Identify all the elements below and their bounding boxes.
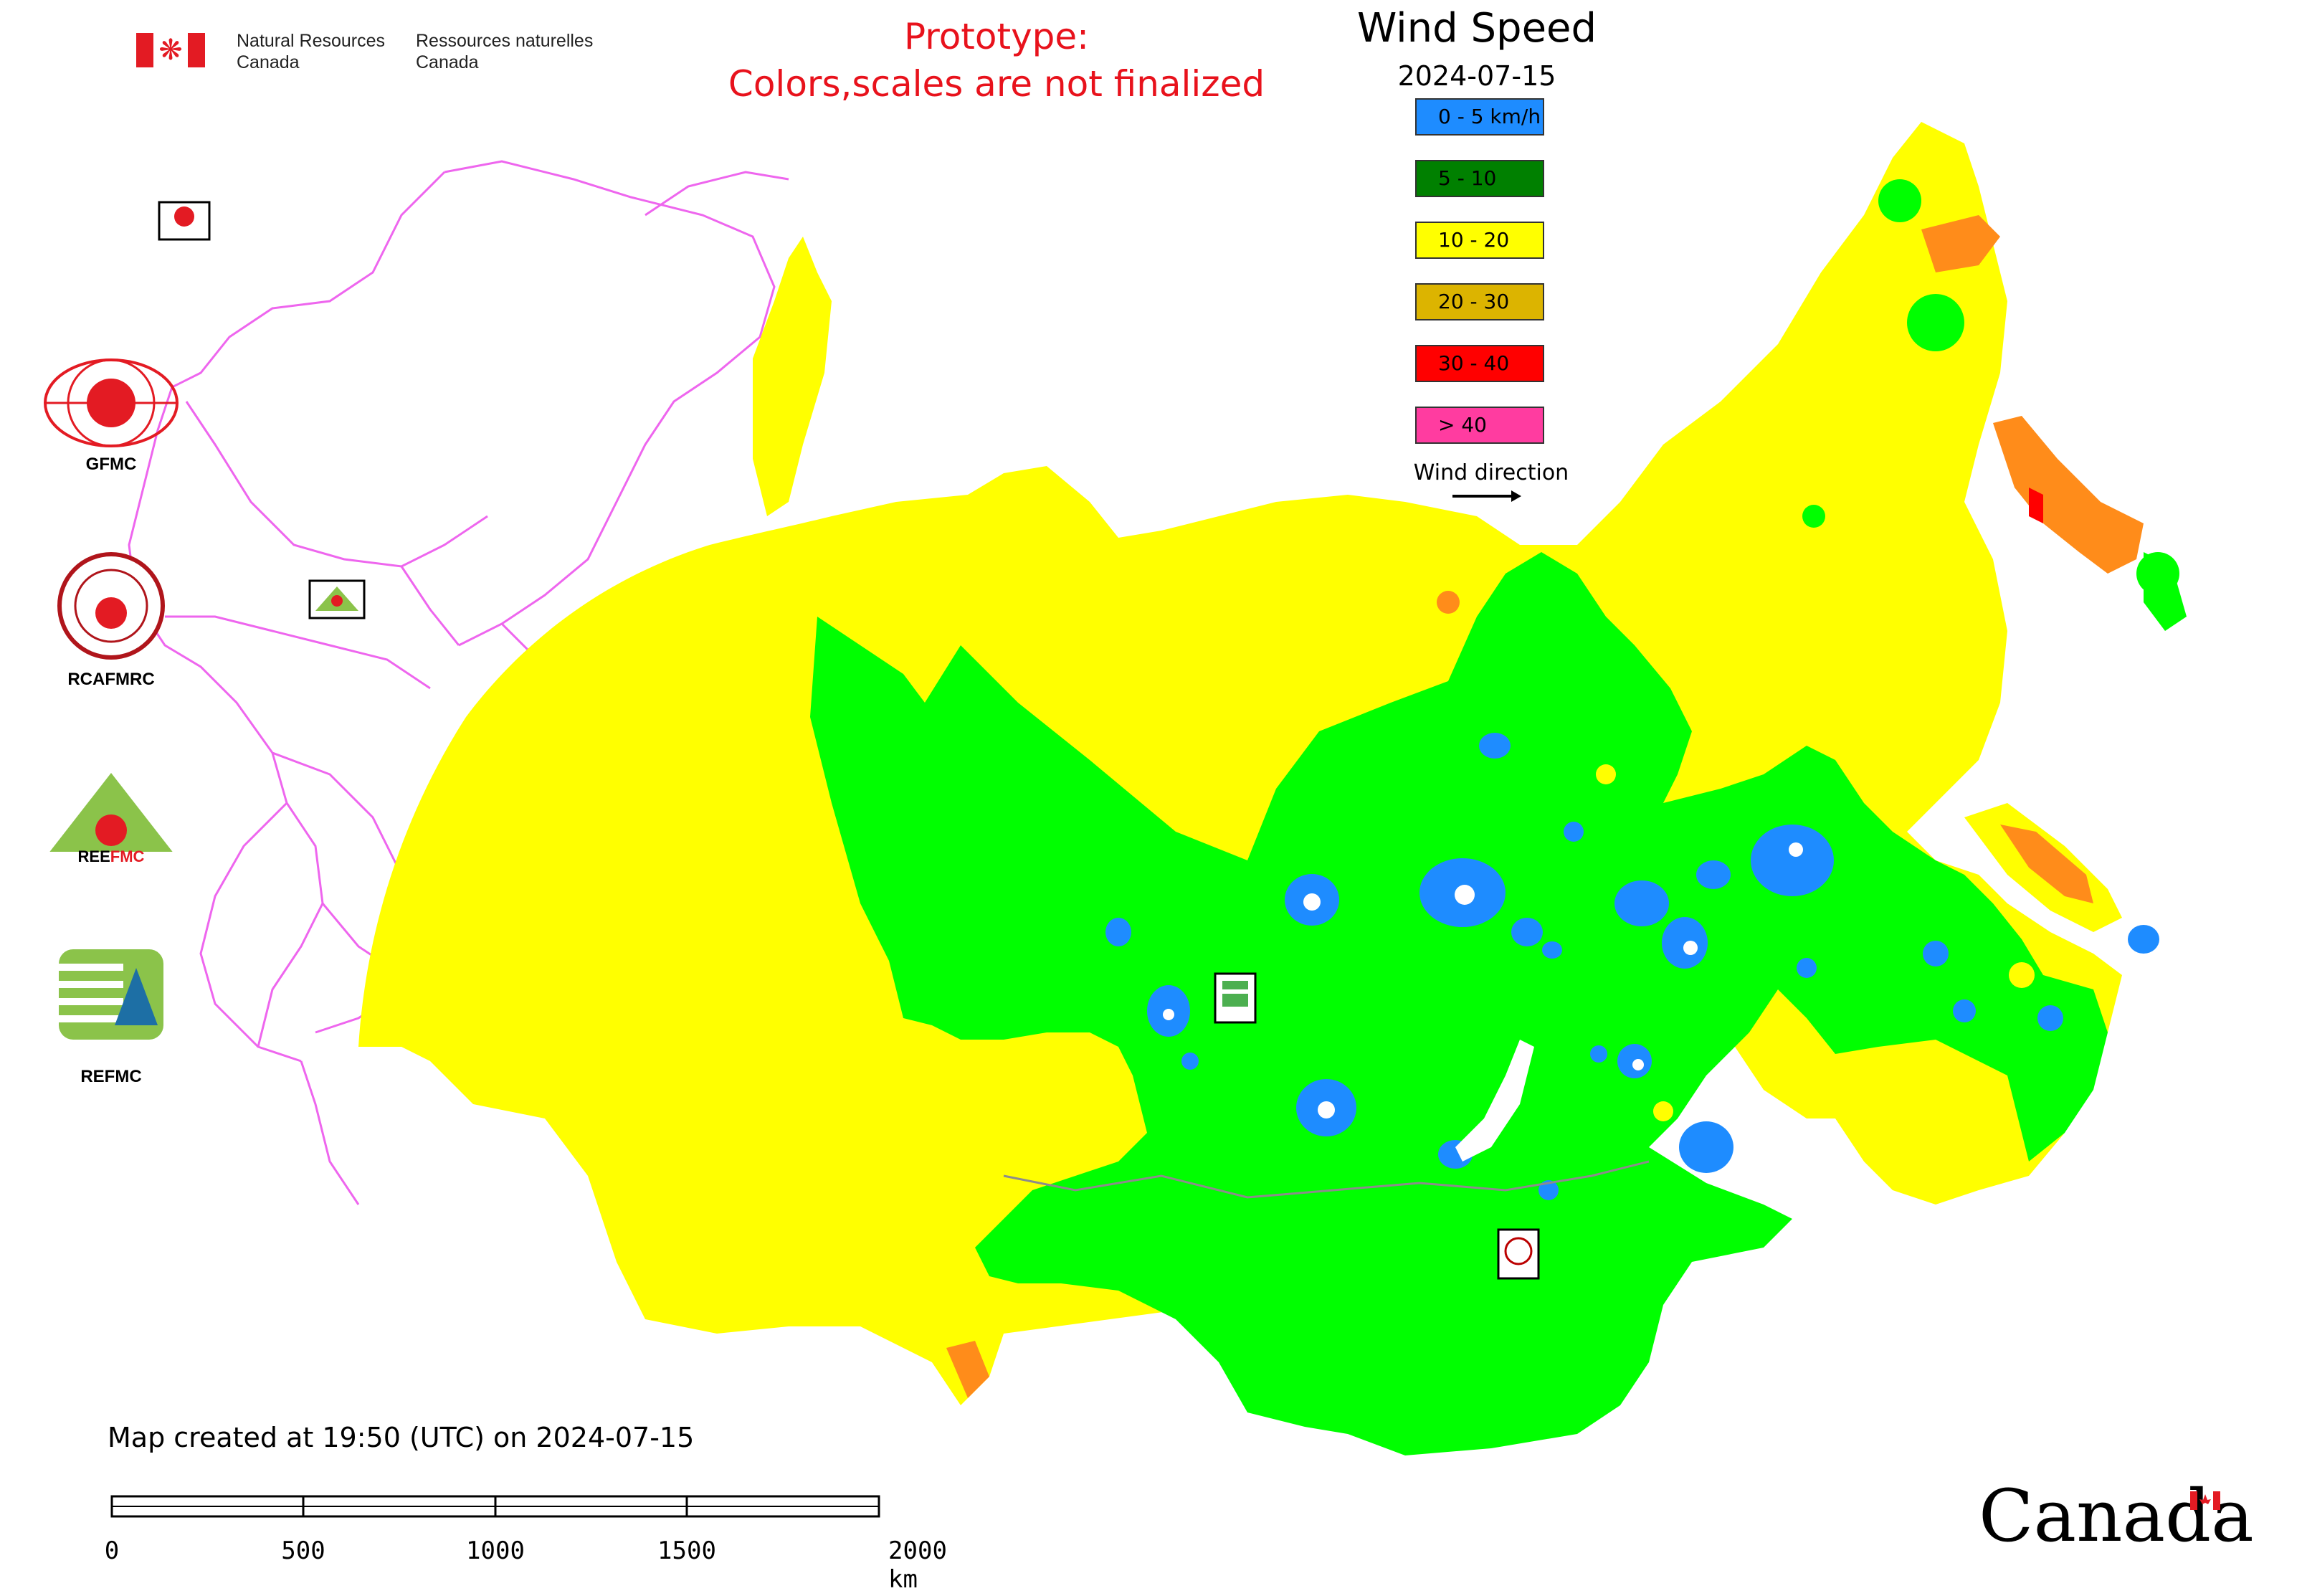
rcafmrc-emblem-icon <box>57 552 165 660</box>
scale-label-1500: 1500 <box>657 1536 716 1565</box>
nrcan-signature: ❋ Natural Resources Canada Ressources na… <box>136 29 609 79</box>
region-10-20-west <box>358 122 2122 1405</box>
lake-baikal <box>1455 1040 1534 1162</box>
prototype-line-1: Prototype: <box>903 16 1090 57</box>
logo-refmc[interactable]: REFMC <box>29 946 194 1090</box>
svg-text:REEFMC: REEFMC <box>78 847 145 865</box>
gfmc-globe-icon <box>44 358 179 447</box>
prototype-notice: Prototype: Colors,scales are not finaliz… <box>617 13 1376 108</box>
wind-direction-label: Wind direction <box>1413 460 1569 485</box>
logo-gfmc[interactable]: GFMC <box>29 358 194 480</box>
legend-label: 5 - 10 <box>1438 166 1497 190</box>
canada-wordmark-flag-icon <box>2190 1491 2220 1510</box>
white-centers <box>1163 842 1803 1118</box>
station-marker-rcafmrc[interactable] <box>1497 1228 1540 1280</box>
nrcan-english: Natural Resources Canada <box>237 31 386 72</box>
legend-item-5-10: 5 - 10 <box>1415 160 1544 197</box>
logo-reefmc[interactable]: REEFMC <box>29 767 194 882</box>
station-marker-refmc[interactable] <box>1214 972 1257 1024</box>
scale-label-500: 500 <box>281 1536 325 1565</box>
station-marker-gfmc[interactable] <box>158 201 211 241</box>
scale-label-2000: 2000 km <box>888 1536 947 1594</box>
wind-direction-arrow-icon <box>1452 490 1521 502</box>
canada-flag-icon: ❋ <box>136 33 205 67</box>
scale-bar-graphic <box>110 1495 880 1518</box>
scale-bar: 0 500 1000 1500 2000 km <box>104 1495 968 1595</box>
legend-label: > 40 <box>1438 413 1487 437</box>
southern-border <box>1003 1160 1650 1199</box>
legend-item-20-30: 20 - 30 <box>1415 283 1544 320</box>
legend-label: 0 - 5 km/h <box>1438 105 1541 128</box>
scale-label-1000: 1000 <box>466 1536 525 1565</box>
station-marker-reefmc[interactable] <box>308 579 366 619</box>
legend-item-10-20: 10 - 20 <box>1415 222 1544 259</box>
logo-caption: RCAFMRC <box>67 670 155 689</box>
prototype-line-2: Colors,scales are not finalized <box>728 63 1265 105</box>
map-date: 2024-07-15 <box>1397 60 1556 92</box>
nrcan-french: Ressources naturelles Canada <box>416 31 594 72</box>
legend-item-30-40: 30 - 40 <box>1415 345 1544 382</box>
logo-caption: GFMC <box>85 455 137 474</box>
region-20-30-kamchatka <box>1993 416 2144 574</box>
logo-caption: REFMC <box>80 1067 142 1086</box>
legend-label: 30 - 40 <box>1438 351 1510 375</box>
canada-wordmark: Canada <box>1979 1474 2254 1558</box>
refmc-emblem-icon <box>59 949 163 1040</box>
region-20-30-south <box>946 1341 989 1398</box>
region-20-30-chukotka <box>1921 215 2000 272</box>
green-spots <box>1802 179 2179 595</box>
region-20-30-sakhalin <box>2000 825 2093 903</box>
logo-rcafmrc[interactable]: RCAFMRC <box>29 552 194 689</box>
legend-item-over-40: > 40 <box>1415 407 1544 444</box>
map-title: Wind Speed <box>1356 5 1597 52</box>
region-30-40-spot <box>2029 488 2043 523</box>
yellow-spots <box>1596 764 2035 1121</box>
region-5-10-central <box>810 552 2108 1455</box>
orange-spot <box>1437 591 1460 614</box>
region-10-20-scandinavia <box>753 237 832 516</box>
scale-label-0: 0 <box>104 1536 120 1565</box>
reefmc-triangle-icon: REEFMC <box>43 773 179 865</box>
map-created-note: Map created at 19:50 (UTC) on 2024-07-15 <box>108 1422 695 1453</box>
legend-label: 10 - 20 <box>1438 228 1510 252</box>
legend-label: 20 - 30 <box>1438 290 1510 313</box>
legend-item-0-5: 0 - 5 km/h <box>1415 98 1544 136</box>
